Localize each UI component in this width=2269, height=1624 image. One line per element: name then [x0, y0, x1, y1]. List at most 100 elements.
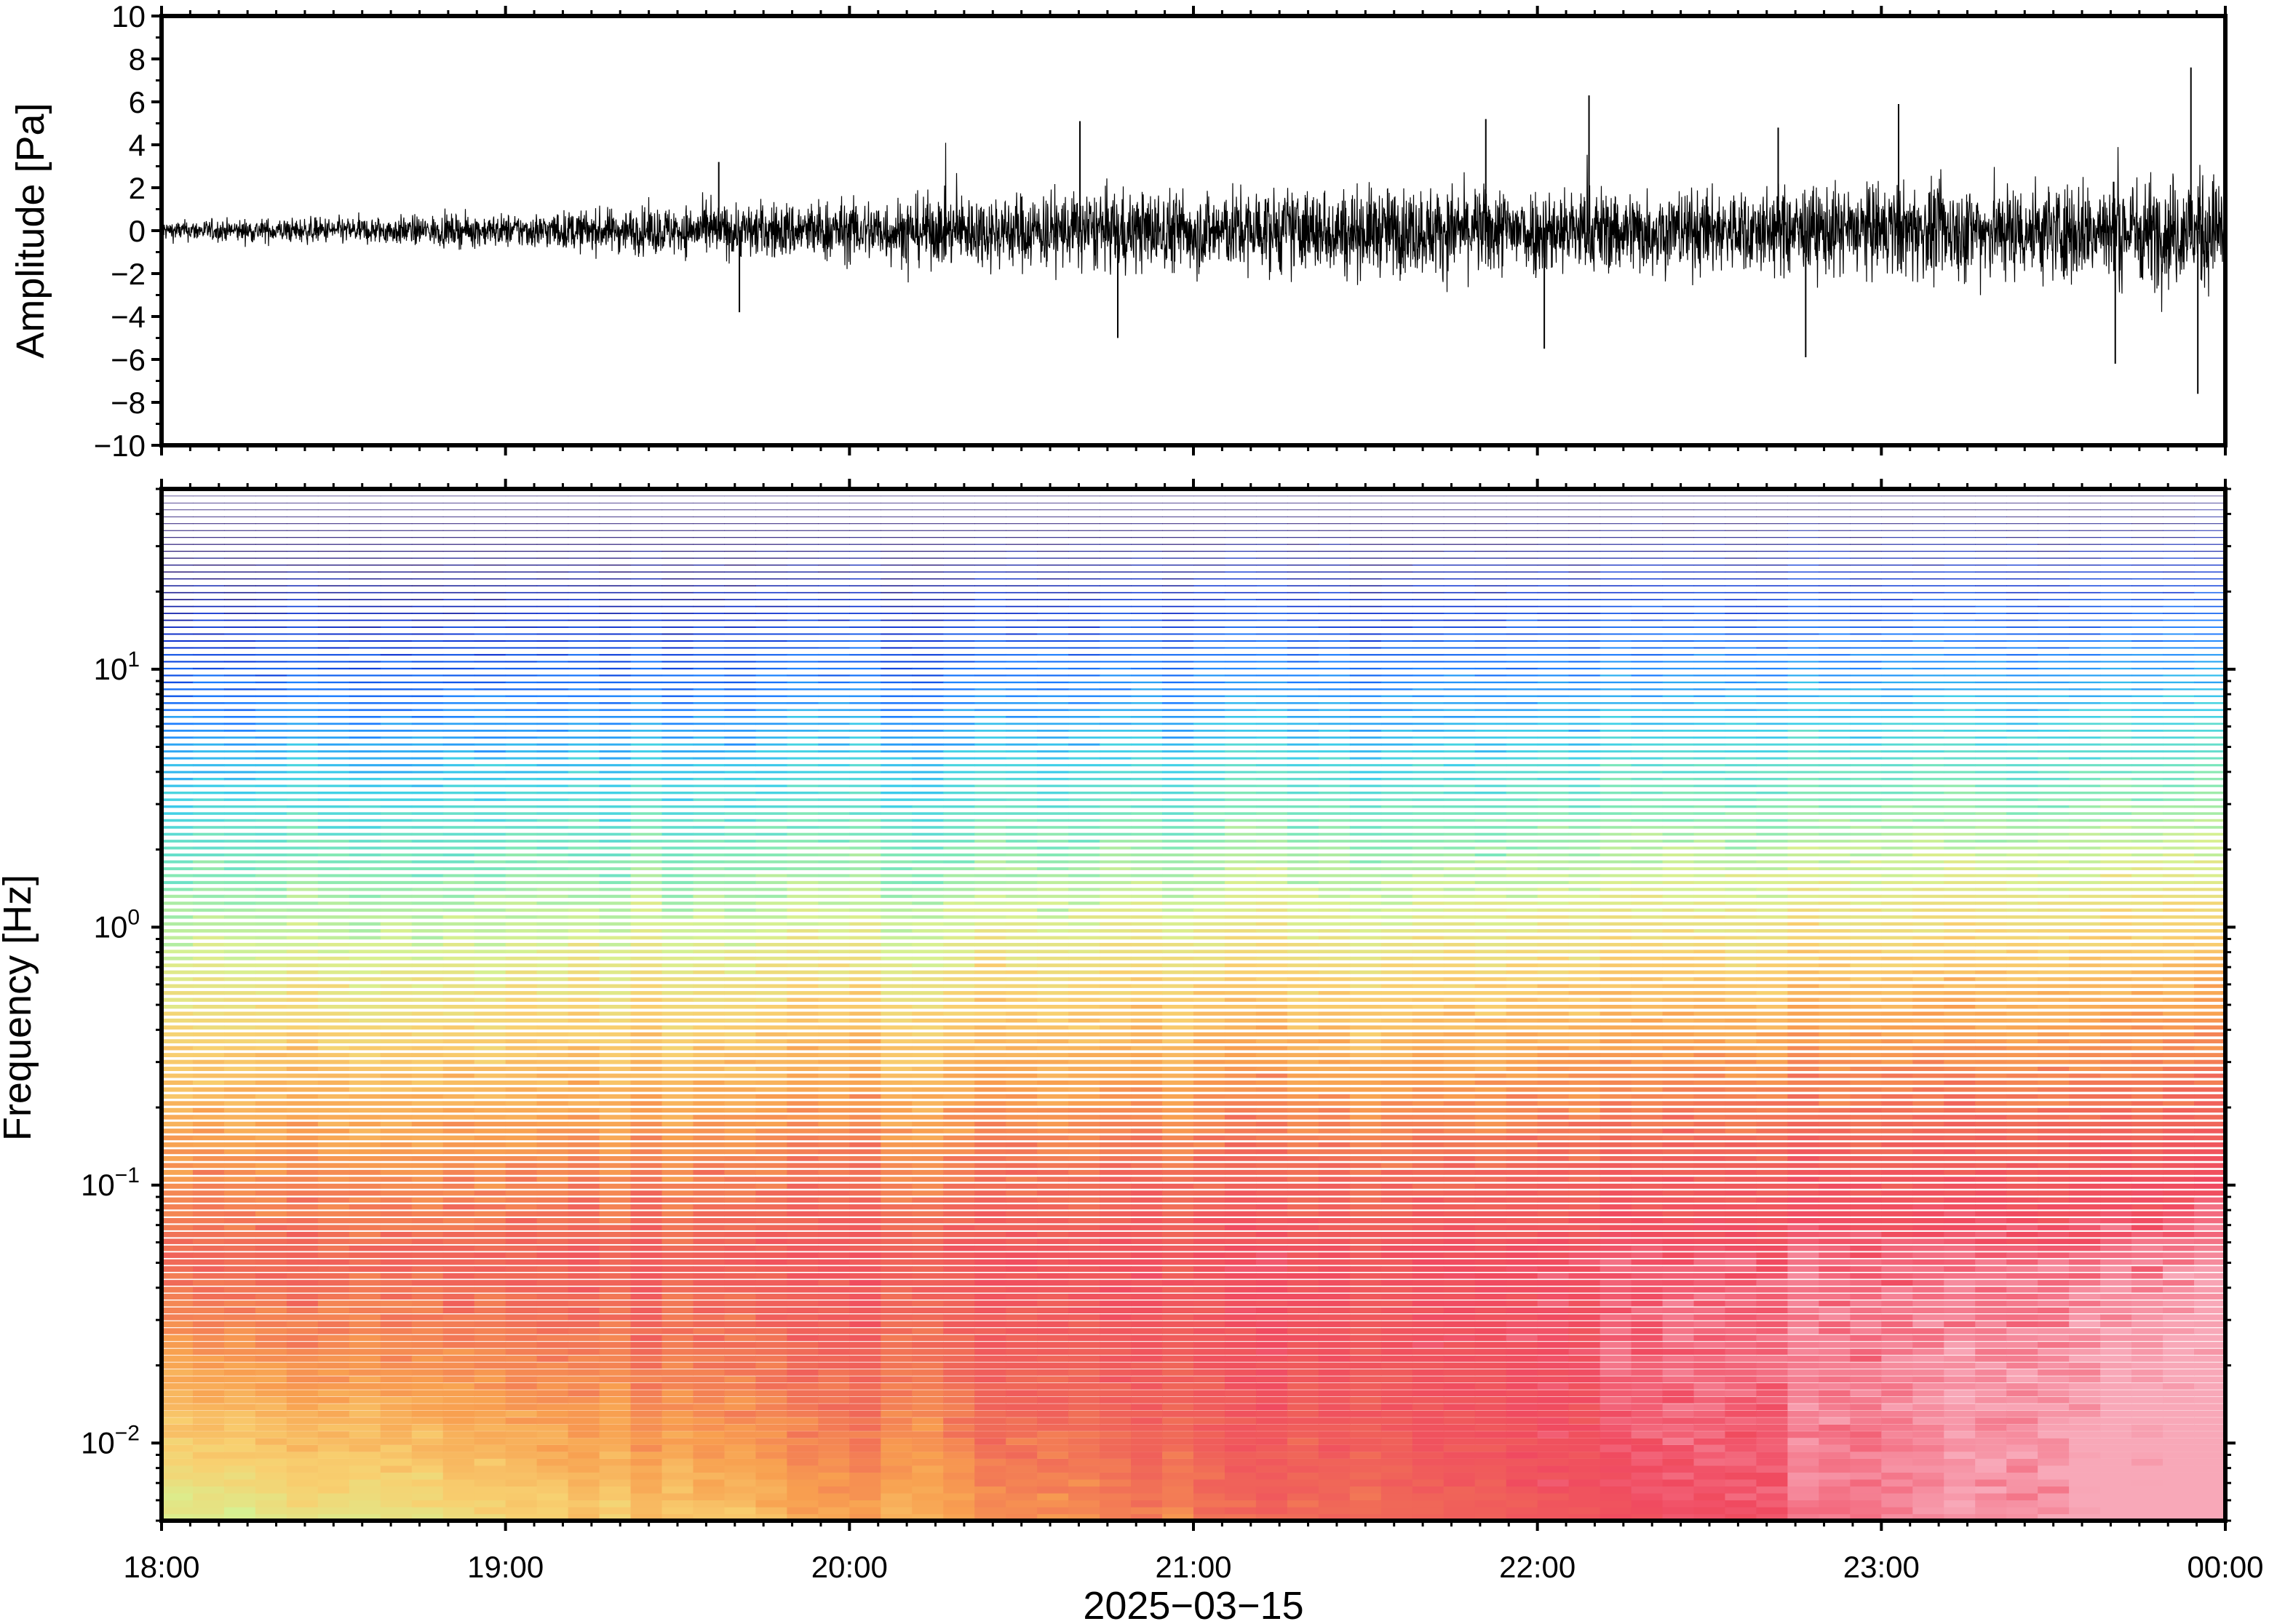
spectrogram-cell [599, 778, 632, 781]
spectrogram-cell [818, 984, 850, 988]
spectrogram-cell [1100, 1348, 1132, 1356]
spectrogram-cell [724, 880, 757, 885]
spectrogram-cell [693, 812, 726, 815]
spectrogram-cell [380, 819, 413, 822]
spectrogram-cell [505, 1431, 538, 1438]
spectrogram-cell [849, 771, 881, 773]
spectrogram-cell [599, 1500, 632, 1508]
spectrogram-cell [1068, 709, 1100, 712]
spectrogram-cell [974, 571, 1006, 573]
spectrogram-cell [442, 653, 475, 656]
spectrogram-cell [661, 613, 694, 614]
spectrogram-cell [162, 1356, 194, 1362]
spectrogram-cell [881, 1362, 913, 1369]
spectrogram-cell [162, 1059, 194, 1064]
spectrogram-cell [974, 750, 1006, 753]
spectrogram-cell [1068, 1204, 1100, 1210]
waveform-y-tick-label: 0 [129, 214, 146, 248]
spectrogram-cell [536, 1390, 569, 1397]
spectrogram-cell [912, 1190, 944, 1196]
spectrogram-cell [568, 1018, 600, 1023]
spectrogram-cell [693, 929, 726, 933]
spectrogram-cell [630, 922, 663, 926]
spectrogram-cell [943, 1438, 975, 1445]
spectrogram-cell [1037, 495, 1069, 497]
spectrogram-cell [255, 1493, 287, 1501]
spectrogram-cell [349, 846, 381, 850]
spectrogram-cell [474, 667, 506, 670]
spectrogram-cell [380, 1445, 413, 1452]
spectrogram-cell [1068, 1225, 1100, 1230]
spectrogram-cell [881, 984, 913, 988]
spectrogram-cell [661, 1142, 694, 1147]
spectrogram-cell [568, 1445, 600, 1452]
spectrogram-cell [755, 874, 787, 877]
spectrogram-cell [223, 1500, 256, 1508]
spectrogram-cell [693, 640, 726, 642]
spectrogram-cell [599, 1286, 632, 1293]
spectrogram-cell [1100, 1121, 1132, 1127]
spectrogram-cell [1006, 894, 1038, 899]
spectrogram-cell [1037, 846, 1069, 850]
spectrogram-cell [943, 998, 975, 1002]
spectrogram-cell [255, 826, 287, 829]
spectrogram-cell [724, 929, 757, 933]
spectrogram-cell [724, 1465, 757, 1473]
spectrogram-cell [380, 681, 413, 684]
spectrogram-cell [912, 805, 944, 808]
spectrogram-cell [536, 1452, 569, 1459]
spectrogram-cell [849, 1458, 881, 1466]
spectrogram-cell [1131, 1486, 1163, 1494]
spectrogram-cell [943, 688, 975, 690]
spectrogram-cell [881, 1155, 913, 1161]
spectrogram-cell [724, 984, 757, 988]
spectrogram-cell [286, 599, 319, 600]
spectrogram-cell [818, 1266, 850, 1272]
spectrogram-cell [1131, 1218, 1163, 1224]
spectrogram-cell [568, 1080, 600, 1086]
spectrogram-cell [661, 1328, 694, 1334]
spectrogram-cell [787, 633, 819, 635]
spectrogram-cell [317, 578, 350, 580]
spectrogram-cell [162, 1080, 194, 1086]
spectrogram-cell [693, 956, 726, 960]
spectrogram-cell [536, 1238, 569, 1244]
spectrogram-cell [599, 1169, 632, 1175]
spectrogram-cell [693, 1382, 726, 1390]
spectrogram-cell [724, 942, 757, 947]
spectrogram-cell [380, 1513, 413, 1521]
spectrogram-cell [536, 1039, 569, 1043]
spectrogram-cell [223, 819, 256, 822]
spectrogram-cell [1006, 846, 1038, 850]
spectrogram-cell [505, 1025, 538, 1030]
spectrogram-cell [1131, 832, 1163, 836]
spectrogram-cell [286, 1417, 319, 1425]
spectrogram-cell [349, 1314, 381, 1321]
spectrogram-cell [568, 1424, 600, 1431]
spectrogram-cell [317, 798, 350, 801]
spectrogram-cell [693, 736, 726, 739]
spectrogram-cell [1131, 819, 1163, 822]
spectrogram-cell [568, 1238, 600, 1244]
spectrogram-cell [349, 667, 381, 670]
spectrogram-cell [849, 832, 881, 836]
spectrogram-cell [255, 1169, 287, 1175]
spectrogram-cell [693, 1231, 726, 1238]
waveform-line [161, 143, 2226, 312]
spectrogram-cell [286, 1479, 319, 1487]
spectrogram-cell [162, 557, 194, 559]
spectrogram-cell [286, 991, 319, 995]
spectrogram-cell [1037, 977, 1069, 982]
spectrogram-cell [881, 736, 913, 739]
spectrogram-cell [1037, 1390, 1069, 1397]
spectrogram-cell [1037, 1348, 1069, 1356]
spectrogram-cell [881, 1424, 913, 1431]
spectrogram-cell [661, 495, 694, 497]
spectrogram-cell [1068, 1238, 1100, 1244]
spectrogram-cell [849, 1046, 881, 1051]
spectrogram-cell [1100, 750, 1132, 753]
spectrogram-cell [1037, 557, 1069, 559]
spectrogram-cell [849, 1163, 881, 1169]
spectrogram-cell [568, 922, 600, 926]
spectrogram-cell [1037, 1067, 1069, 1072]
